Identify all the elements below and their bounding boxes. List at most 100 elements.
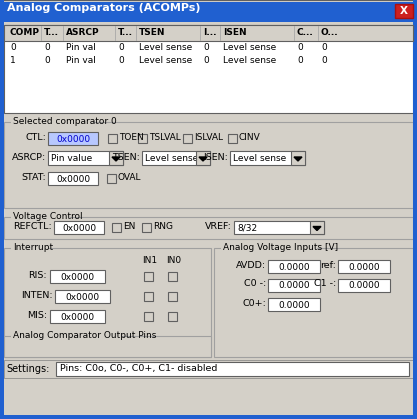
Bar [228,134,237,143]
Bar [4,122,413,208]
Text: X: X [400,6,408,16]
Bar [214,248,413,357]
Text: Pin val: Pin val [66,56,96,65]
Text: STAT:: STAT: [21,173,46,181]
Bar [168,312,177,321]
Bar [108,134,117,143]
Polygon shape [199,157,207,161]
Text: 0x0000: 0x0000 [60,272,94,282]
Bar [221,242,317,254]
Text: CTL:: CTL: [25,132,46,142]
Text: Level sense: Level sense [223,56,276,65]
Text: Level sense: Level sense [145,153,198,163]
Bar [144,272,153,281]
Bar [0,415,417,419]
Bar [11,242,48,254]
Bar [413,0,417,419]
Bar [196,151,210,165]
Bar [142,223,151,232]
Bar [11,211,70,223]
Bar [54,221,104,234]
Text: 0.0000: 0.0000 [278,282,310,290]
Text: 0: 0 [321,43,327,52]
Text: Selected comparator 0: Selected comparator 0 [13,117,117,126]
Text: 0.0000: 0.0000 [348,262,380,272]
Text: Interrupt: Interrupt [13,243,53,252]
Text: Level sense: Level sense [139,43,192,52]
Polygon shape [294,157,302,161]
Text: 0x0000: 0x0000 [62,223,96,233]
Text: 1: 1 [10,56,16,65]
Text: Level sense: Level sense [233,153,286,163]
Bar [4,360,413,378]
Text: ISLVAL: ISLVAL [194,132,223,142]
Bar [48,132,98,145]
Bar [4,25,413,41]
Text: TSEN:: TSEN: [112,153,140,161]
Bar [109,151,123,165]
Bar [144,312,153,321]
Text: 0.0000: 0.0000 [348,282,380,290]
Bar [268,279,320,292]
Bar [4,25,413,113]
Bar [144,292,153,301]
Text: RNG: RNG [153,222,173,230]
Bar [234,221,324,234]
Text: 0: 0 [297,56,303,65]
Bar [50,310,105,323]
Text: 0x0000: 0x0000 [56,174,90,184]
Text: C0+:: C0+: [242,298,266,308]
Text: 0: 0 [321,56,327,65]
Text: 0: 0 [203,43,209,52]
Text: T...: T... [44,28,59,37]
Text: TSEN: TSEN [139,28,166,37]
Bar [268,260,320,273]
Text: ASRCP: ASRCP [66,28,100,37]
Bar [338,260,390,273]
Text: 0x0000: 0x0000 [60,313,94,321]
Text: Pin value: Pin value [51,153,92,163]
Text: C1 -:: C1 -: [314,279,336,289]
Text: Settings:: Settings: [6,364,49,374]
Text: ISEN: ISEN [223,28,246,37]
Text: 0: 0 [44,43,50,52]
Text: REFCTL:: REFCTL: [13,222,52,230]
Text: IN1: IN1 [143,256,158,265]
Text: Analog Comparators (ACOMPs): Analog Comparators (ACOMPs) [7,3,201,13]
Bar [48,172,98,185]
Bar [168,292,177,301]
Bar [0,0,4,419]
Text: Pins: C0o, C0-, C0+, C1- disabled: Pins: C0o, C0-, C0+, C1- disabled [60,365,217,373]
Text: Analog Voltage Inputs [V]: Analog Voltage Inputs [V] [223,243,338,252]
Bar [183,134,192,143]
Text: 0: 0 [44,56,50,65]
Text: ISEN:: ISEN: [203,153,228,161]
Bar [310,221,324,234]
Text: RIS:: RIS: [28,271,47,279]
Text: EN: EN [123,222,136,230]
Text: INTEN:: INTEN: [21,290,53,300]
Text: Pin val: Pin val [66,43,96,52]
Bar [55,290,110,303]
Bar [112,223,121,232]
Text: OVAL: OVAL [118,173,141,181]
Text: IN0: IN0 [166,256,181,265]
Bar [2,2,415,22]
Bar [168,272,177,281]
Bar [107,174,116,183]
Polygon shape [313,227,321,230]
Bar [268,298,320,311]
Text: 8/32: 8/32 [237,223,257,232]
Text: C0 -:: C0 -: [244,279,266,289]
Text: 0x0000: 0x0000 [56,134,90,143]
Text: T...: T... [118,28,133,37]
Text: ASRCP:: ASRCP: [12,153,46,161]
Text: 0: 0 [297,43,303,52]
Text: COMP: COMP [10,28,40,37]
Bar [56,362,409,376]
Bar [11,116,93,128]
Bar [4,248,211,357]
Text: ref:: ref: [320,261,336,269]
Text: MIS:: MIS: [27,310,47,320]
Text: C...: C... [297,28,314,37]
